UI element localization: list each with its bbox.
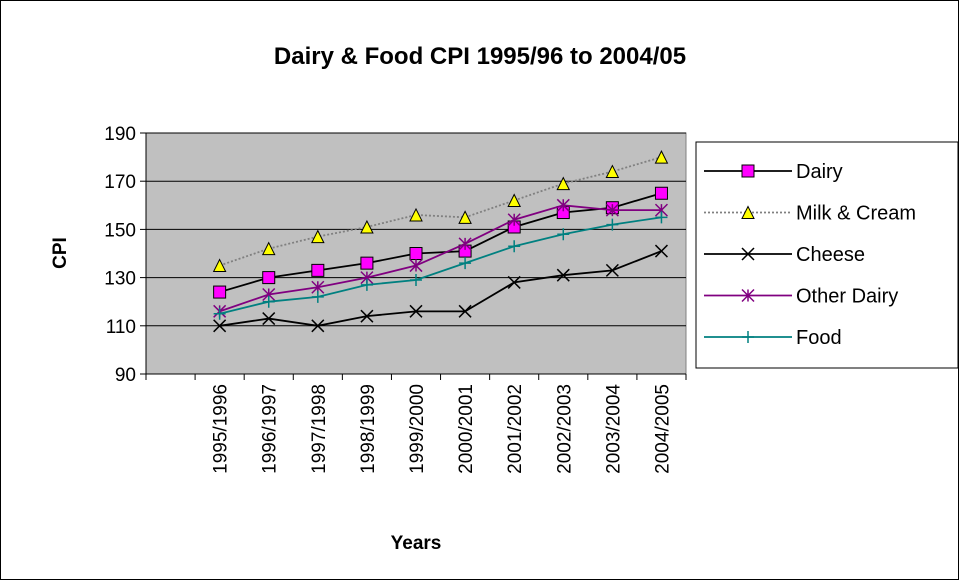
- legend-label: Cheese: [796, 244, 865, 266]
- marker: [654, 186, 668, 200]
- marker: [212, 258, 227, 273]
- marker: [654, 149, 669, 164]
- marker: [311, 290, 324, 303]
- series-line: [219, 192, 662, 293]
- marker: [213, 319, 227, 333]
- marker: [605, 263, 619, 277]
- x-tick-label: 1996/1997: [260, 384, 281, 474]
- y-tick-label: 150: [104, 220, 136, 241]
- marker: [557, 228, 570, 241]
- marker: [654, 244, 668, 258]
- marker: [409, 207, 423, 222]
- marker: [213, 285, 227, 299]
- marker: [262, 312, 276, 326]
- series-line: [219, 250, 662, 327]
- series-line: [219, 156, 662, 267]
- marker: [409, 247, 423, 260]
- marker: [741, 288, 755, 303]
- marker: [360, 278, 373, 291]
- marker: [459, 257, 472, 270]
- marker: [742, 331, 754, 343]
- marker: [213, 307, 226, 320]
- marker: [741, 205, 755, 219]
- x-tick-label: 2004/2005: [652, 384, 673, 474]
- x-tick-label: 2002/2003: [554, 384, 575, 474]
- marker: [410, 274, 422, 287]
- marker: [458, 237, 472, 251]
- marker: [556, 268, 570, 282]
- legend-box: [695, 141, 959, 369]
- marker: [360, 219, 374, 234]
- marker: [741, 247, 755, 261]
- marker: [311, 229, 325, 244]
- y-tick-label: 110: [106, 317, 136, 338]
- marker: [458, 304, 472, 318]
- marker: [508, 240, 521, 253]
- x-tick-label: 1998/1999: [358, 384, 379, 474]
- marker: [507, 193, 521, 207]
- legend-label: Dairy: [796, 161, 843, 183]
- marker: [507, 275, 521, 289]
- marker: [360, 309, 374, 323]
- legend-label: Food: [796, 327, 842, 349]
- legend-label: Other Dairy: [796, 286, 898, 308]
- x-tick-label: 1999/2000: [407, 384, 428, 474]
- marker: [262, 295, 275, 308]
- x-tick-label: 2001/2002: [505, 384, 526, 474]
- marker: [311, 319, 325, 333]
- x-tick-label: 2000/2001: [456, 384, 477, 474]
- marker: [262, 271, 276, 285]
- marker: [556, 198, 570, 212]
- x-tick-label: 1995/1996: [211, 384, 232, 474]
- marker: [409, 259, 423, 273]
- y-tick-label: 190: [104, 124, 136, 145]
- x-tick-label: 1997/1998: [309, 384, 330, 474]
- y-tick-label: 130: [104, 269, 136, 290]
- legend-label: Milk & Cream: [796, 203, 916, 225]
- marker: [458, 210, 472, 224]
- y-axis-label: CPI: [50, 237, 71, 269]
- marker: [311, 263, 325, 277]
- x-axis-label: Years: [391, 533, 442, 554]
- marker: [556, 176, 571, 191]
- marker: [606, 218, 619, 231]
- y-tick-label: 170: [104, 172, 136, 193]
- y-tick-label: 90: [115, 365, 136, 386]
- marker: [261, 241, 276, 256]
- marker: [507, 213, 521, 227]
- marker: [360, 256, 374, 270]
- marker: [741, 164, 755, 178]
- x-tick-label: 2003/2004: [603, 384, 624, 474]
- series-line: [219, 216, 662, 315]
- series-line: [219, 204, 662, 313]
- marker: [605, 203, 619, 217]
- marker: [605, 164, 620, 179]
- marker: [409, 304, 423, 318]
- marker: [655, 211, 668, 224]
- chart-title: Dairy & Food CPI 1995/96 to 2004/05: [274, 43, 686, 70]
